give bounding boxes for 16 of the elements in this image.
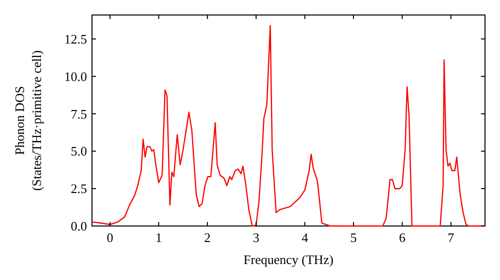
x-tick-label: 1 bbox=[155, 230, 162, 245]
y-tick-label: 0.0 bbox=[70, 218, 87, 234]
y-axis-title: Phonon DOS (States/THz·primitive cell) bbox=[12, 50, 44, 191]
y-tick-label: 7.5 bbox=[70, 106, 87, 122]
x-axis-title: Frequency (THz) bbox=[244, 252, 334, 267]
x-tick-label: 3 bbox=[252, 230, 260, 245]
y-tick-label: 10.0 bbox=[64, 68, 87, 84]
x-tick-label: 4 bbox=[302, 230, 309, 245]
x-tick-label: 5 bbox=[350, 230, 357, 245]
x-tick-label: 6 bbox=[398, 230, 406, 245]
y-tick-label: 5.0 bbox=[70, 144, 87, 159]
x-tick-label: 0 bbox=[106, 230, 114, 245]
y-tick-label: 12.5 bbox=[64, 31, 87, 46]
y-tick-label: 2.5 bbox=[70, 181, 87, 196]
x-tick-label: 7 bbox=[448, 230, 455, 245]
x-tick-label: 2 bbox=[204, 230, 211, 245]
